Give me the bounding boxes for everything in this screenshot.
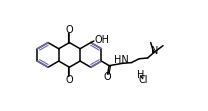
Text: HN: HN (114, 55, 129, 64)
Text: O: O (66, 75, 73, 85)
Text: N: N (151, 46, 158, 56)
Text: OH: OH (94, 35, 109, 45)
Text: O: O (66, 25, 73, 35)
Text: O: O (103, 72, 111, 82)
Text: Cl: Cl (139, 75, 148, 85)
Text: H: H (137, 70, 144, 80)
